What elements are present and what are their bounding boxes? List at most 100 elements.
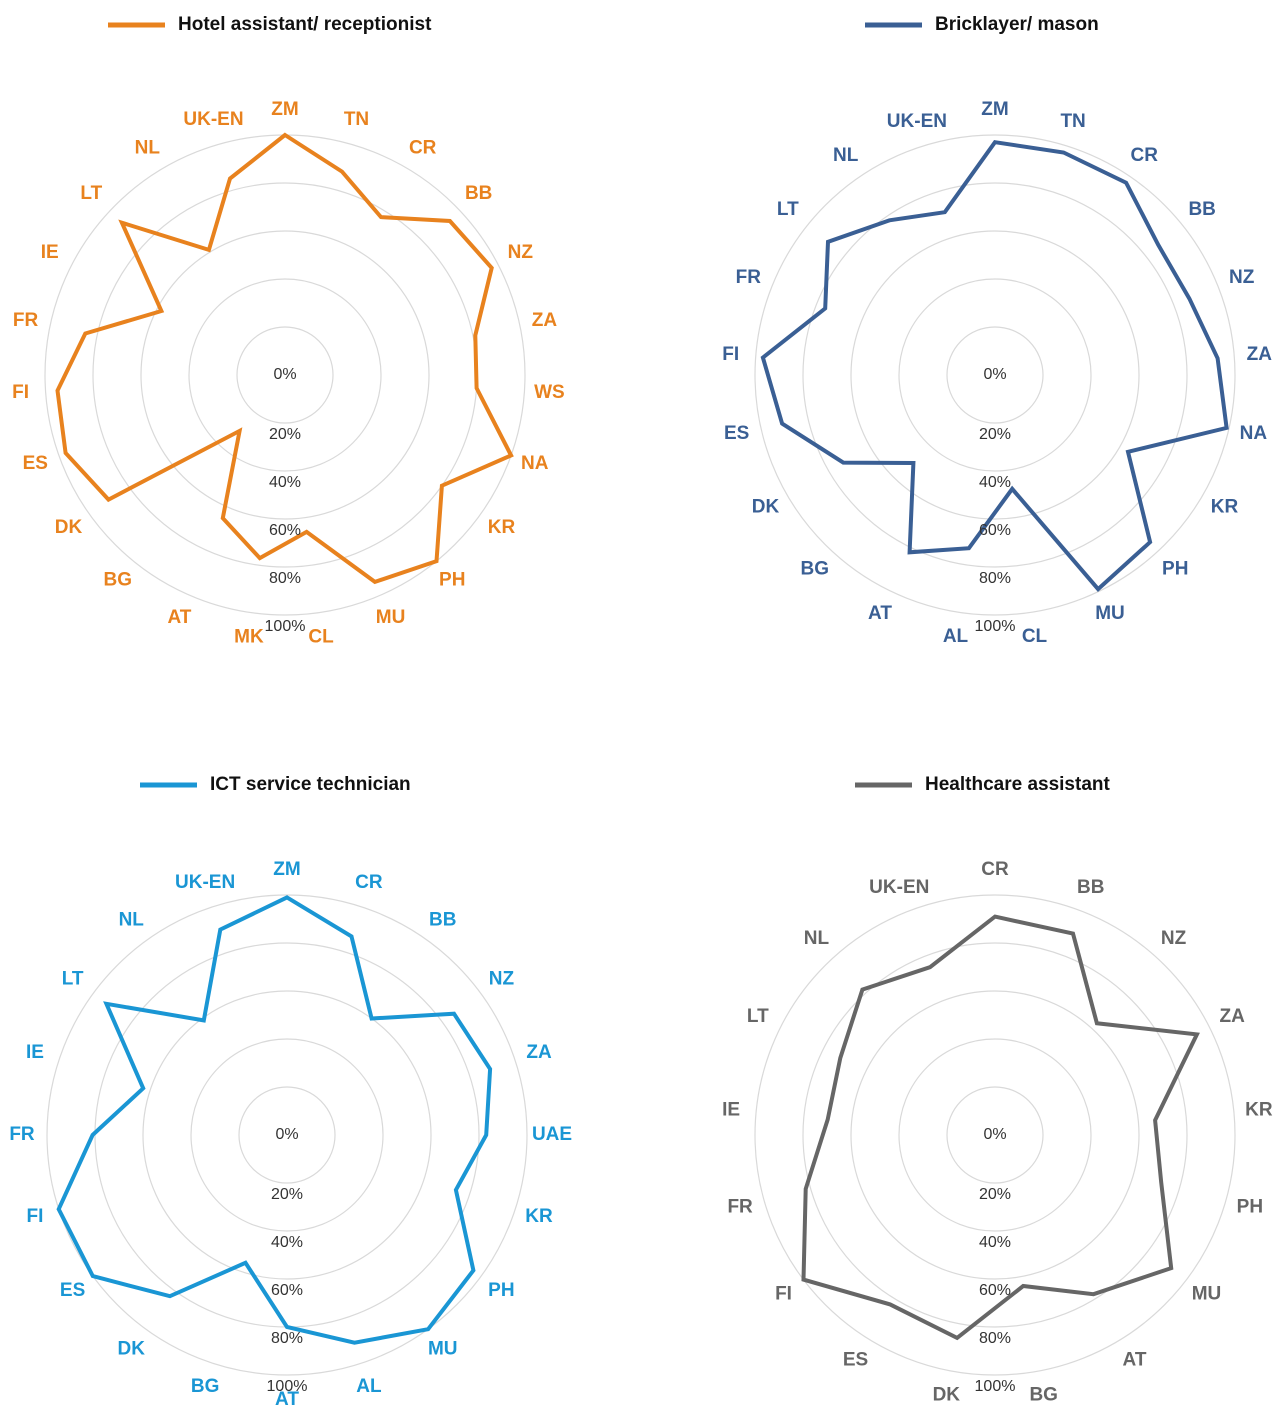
category-label: TN	[344, 109, 369, 130]
r-tick-label: 100%	[975, 618, 1016, 635]
r-tick-label: 100%	[265, 618, 306, 635]
category-label: BB	[1188, 199, 1215, 220]
category-label: NA	[1240, 423, 1268, 444]
grid-circle	[754, 134, 1236, 616]
series-line	[56, 895, 493, 1345]
r-tick-label: 40%	[271, 1234, 303, 1251]
category-label: FI	[27, 1206, 44, 1227]
r-tick-label: 0%	[275, 1126, 298, 1143]
grid-circle	[898, 278, 1092, 472]
category-label: DK	[55, 517, 83, 538]
r-tick-label: 60%	[979, 522, 1011, 539]
r-tick-label: 20%	[979, 426, 1011, 443]
category-label: KR	[1211, 497, 1239, 518]
category-label: KR	[525, 1206, 553, 1227]
category-label: BG	[801, 558, 830, 579]
category-label: DK	[118, 1338, 146, 1359]
category-label: AT	[868, 603, 892, 624]
r-tick-label: 40%	[979, 474, 1011, 491]
grid-circle	[46, 894, 528, 1376]
r-tick-label: 40%	[269, 474, 301, 491]
category-label: CL	[308, 627, 334, 648]
category-label: ZA	[526, 1042, 552, 1063]
category-label: NL	[135, 138, 161, 159]
r-tick-label: 100%	[975, 1378, 1016, 1395]
grid-circle	[142, 990, 432, 1280]
category-label: CR	[409, 138, 437, 159]
grid-circle	[236, 326, 334, 424]
r-tick-label: 60%	[271, 1282, 303, 1299]
category-label: MU	[428, 1338, 458, 1359]
grid-circle	[946, 326, 1044, 424]
radar-chart: Healthcare assistant CR BB NZ ZA KR PH MU AT BG DK…	[722, 774, 1273, 1405]
r-tick-label: 20%	[269, 426, 301, 443]
grid-circle	[754, 894, 1236, 1376]
category-label: MK	[234, 627, 264, 648]
grid-circle	[140, 230, 430, 520]
r-tick-label: 0%	[983, 1126, 1006, 1143]
category-label: DK	[933, 1385, 961, 1406]
series-line	[760, 140, 1229, 592]
category-label: ZA	[1220, 1006, 1246, 1027]
category-label: AL	[356, 1376, 382, 1397]
grid-circle	[238, 1086, 336, 1184]
category-label: FR	[727, 1197, 753, 1218]
category-label: CL	[1022, 626, 1048, 647]
r-tick-label: 80%	[269, 570, 301, 587]
r-tick-label: 40%	[979, 1234, 1011, 1251]
category-label: ZA	[532, 310, 558, 331]
category-label: FR	[9, 1124, 35, 1145]
grid-circle	[898, 1038, 1092, 1232]
category-label: UK-EN	[869, 877, 929, 898]
category-label: PH	[439, 570, 465, 591]
category-label: NZ	[1229, 267, 1255, 288]
category-label: LT	[80, 183, 102, 204]
series-line	[55, 132, 514, 585]
category-label: ZM	[273, 859, 300, 880]
r-tick-label: 100%	[267, 1378, 308, 1395]
category-label: IE	[41, 242, 59, 263]
category-label: NL	[119, 910, 145, 931]
r-tick-label: 80%	[979, 570, 1011, 587]
category-label: ES	[23, 453, 48, 474]
category-label: IE	[26, 1042, 44, 1063]
category-label: BG	[191, 1376, 220, 1397]
category-label: AT	[1123, 1349, 1147, 1370]
grid-circle	[188, 278, 382, 472]
category-label: CR	[355, 872, 383, 893]
category-label: PH	[488, 1280, 514, 1301]
grid-circle	[190, 1038, 384, 1232]
r-tick-label: 80%	[979, 1330, 1011, 1347]
category-label: ES	[60, 1280, 85, 1301]
legend-label: ICT service technician	[210, 774, 411, 795]
legend-label: Bricklayer/ mason	[935, 14, 1099, 35]
category-label: PH	[1162, 558, 1188, 579]
category-label: CR	[981, 859, 1009, 880]
category-label: ZA	[1247, 344, 1273, 365]
grid-circle	[850, 990, 1140, 1280]
category-label: BG	[1029, 1385, 1058, 1406]
category-label: FI	[775, 1284, 792, 1305]
category-label: MU	[1095, 603, 1125, 624]
category-label: NL	[833, 145, 859, 166]
grid-circle	[802, 182, 1188, 568]
r-tick-label: 0%	[273, 366, 296, 383]
category-label: MU	[376, 607, 406, 628]
category-label: BB	[429, 910, 456, 931]
category-label: AT	[167, 607, 191, 628]
category-label: BB	[1077, 877, 1104, 898]
r-tick-label: 20%	[979, 1186, 1011, 1203]
category-label: KR	[488, 517, 516, 538]
category-label: BG	[104, 570, 133, 591]
category-label: NL	[804, 928, 830, 949]
category-label: LT	[747, 1006, 769, 1027]
category-label: NZ	[489, 968, 515, 989]
category-label: AT	[275, 1389, 299, 1410]
category-label: TN	[1060, 111, 1085, 132]
category-label: NA	[521, 453, 549, 474]
r-tick-label: 20%	[271, 1186, 303, 1203]
r-tick-label: 80%	[271, 1330, 303, 1347]
grid-circle	[802, 942, 1188, 1328]
radar-chart: ICT service technician ZM CR BB NZ ZA UAE KR PH M…	[9, 774, 572, 1410]
